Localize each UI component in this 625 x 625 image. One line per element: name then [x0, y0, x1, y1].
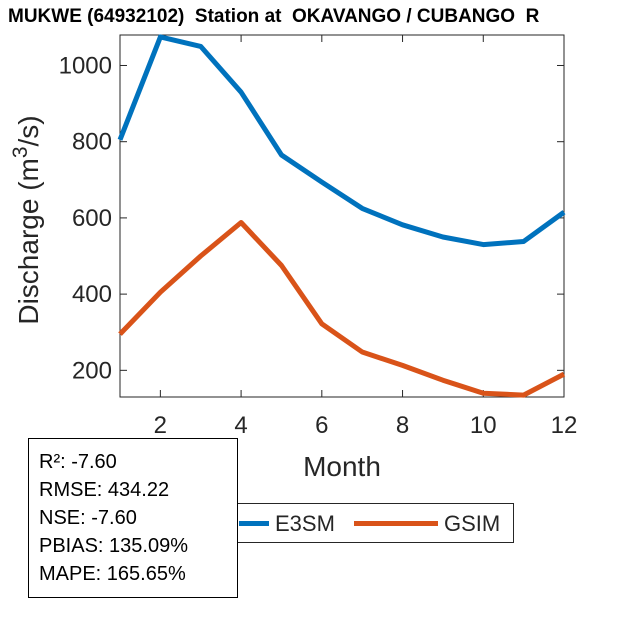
data-lines	[117, 34, 566, 398]
legend-label-e3sm: E3SM	[275, 511, 335, 536]
stat-mape: MAPE: 165.65%	[39, 563, 186, 585]
y-tick-label: 400	[72, 281, 112, 308]
chart-title: MUKWE (64932102) Station at OKAVANGO / C…	[8, 6, 540, 27]
x-tick-label: 8	[396, 412, 409, 439]
axes-box	[119, 34, 565, 398]
series-line-gsim	[118, 220, 566, 398]
series-line-e3sm	[117, 34, 566, 248]
x-tick-label: 10	[470, 412, 497, 439]
x-tick-label: 2	[154, 412, 167, 439]
legend-label-gsim: GSIM	[444, 511, 501, 536]
stat-r2: R²: -7.60	[39, 451, 117, 473]
x-tick-label: 12	[551, 412, 578, 439]
y-tick-label: 1000	[59, 52, 112, 79]
x-axis-label: Month	[303, 451, 381, 482]
legend: E3SM GSIM	[222, 503, 514, 543]
y-tick-label: 200	[72, 357, 112, 384]
x-tick-label: 4	[234, 412, 247, 439]
stat-rmse: RMSE: 434.22	[39, 479, 170, 501]
axis-ticks: 200 400 600 800 1000 2 4 6 8 10 12	[59, 35, 578, 439]
y-tick-label: 600	[72, 205, 112, 232]
y-axis-label-text: Discharge (m	[13, 158, 44, 324]
y-axis-label-units: /s)	[13, 115, 44, 146]
stats-box: R²: -7.60 RMSE: 434.22 NSE: -7.60 PBIAS:…	[28, 438, 238, 598]
stat-pbias: PBIAS: 135.09%	[39, 535, 188, 557]
x-tick-label: 6	[315, 412, 328, 439]
legend-line-sample-gsim	[354, 521, 438, 526]
stat-nse: NSE: -7.60	[39, 507, 137, 529]
legend-line-sample-e3sm	[239, 521, 269, 526]
y-axis-label: Discharge (m3/s)	[9, 115, 44, 324]
y-tick-label: 800	[72, 129, 112, 156]
y-axis-label-superscript: 3	[9, 146, 32, 158]
